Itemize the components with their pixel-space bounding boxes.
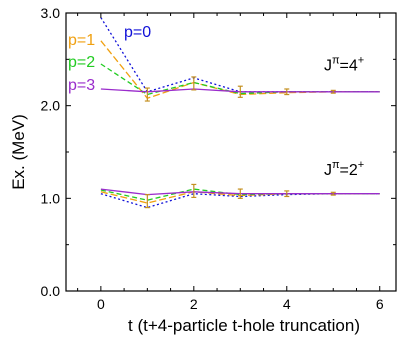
legend-label-p=3: p=3: [68, 77, 95, 94]
series-lines: [100, 17, 380, 209]
state-label-jp4: Jπ=4+: [324, 54, 364, 74]
legend-label-p=2: p=2: [68, 54, 95, 71]
state-label-jp2: Jπ=2+: [324, 159, 364, 179]
error-bars: [144, 76, 336, 209]
x-tick-label-6: 6: [376, 296, 384, 312]
x-tick-label-2: 2: [190, 296, 198, 312]
y-tick-label-0: 0.0: [41, 283, 61, 299]
legend: p=0 p=1 p=2 p=3: [68, 24, 151, 94]
legend-label-p=1: p=1: [68, 32, 95, 49]
y-axis-label: Ex. (MeV): [9, 114, 28, 190]
legend-label-p=0: p=0: [124, 24, 151, 41]
x-axis-label: t (t+4-particle t-hole truncation): [128, 316, 360, 335]
y-tick-label-3: 3.0: [41, 5, 61, 21]
axis-ticks: 0 2 4 6 0.0 1.0 2.0 3.0: [41, 5, 396, 312]
x-tick-label-4: 4: [283, 296, 291, 312]
y-tick-label-2: 2.0: [41, 98, 61, 114]
y-tick-label-1: 1.0: [41, 190, 61, 206]
plot-frame: [65, 12, 397, 292]
x-tick-label-0: 0: [97, 296, 105, 312]
state-annotations: Jπ=4+ Jπ=2+: [324, 54, 364, 179]
